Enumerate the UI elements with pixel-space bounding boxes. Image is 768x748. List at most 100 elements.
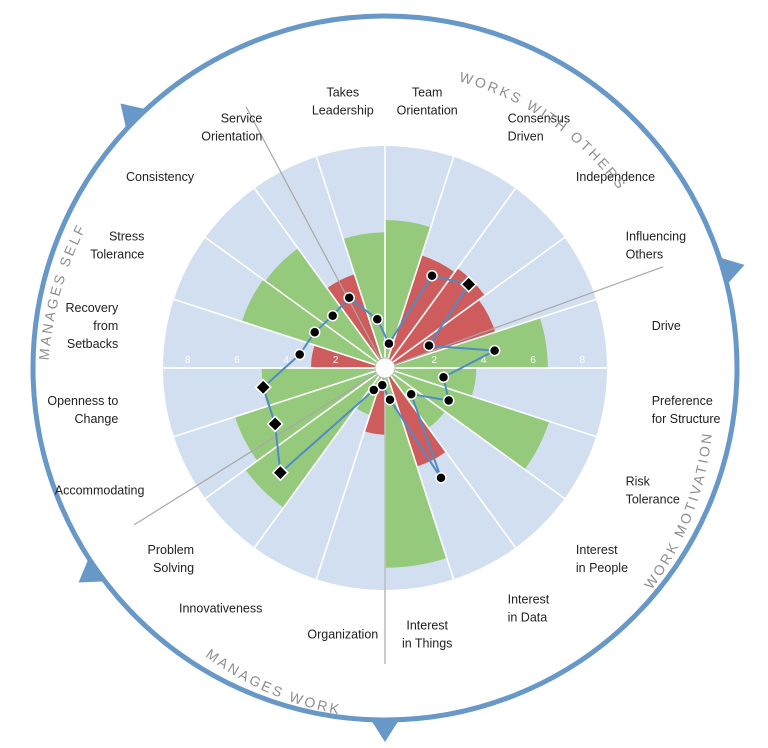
category-label-problem-solving: Problem Solving [148, 543, 195, 575]
point-marker [437, 371, 450, 384]
point-marker [293, 348, 306, 361]
category-label-line: Problem [148, 543, 195, 557]
center-hub [374, 357, 396, 379]
category-label-line: from [93, 319, 118, 333]
radial-tick-label: 2 [333, 355, 339, 366]
category-label-line: Consistency [126, 170, 195, 184]
diamond-marker [266, 415, 284, 433]
category-label-team-orientation: Team Orientation [397, 85, 458, 117]
radial-grid-line [173, 298, 386, 369]
radial-grid-line [384, 187, 517, 369]
category-label-line: Tolerance [626, 493, 680, 507]
radial-grid-line [384, 367, 597, 438]
category-label-influencing-others: Influencing Others [626, 229, 687, 261]
point-marker [423, 339, 435, 352]
category-label-consistency: Consistency [126, 170, 195, 184]
bar-stress-tolerance [241, 279, 385, 368]
bar-influencing-others [385, 299, 496, 368]
category-label-interest-in-things: Interest in Things [402, 619, 453, 651]
point-marker [426, 269, 438, 282]
bar-interest-in-data [385, 368, 446, 467]
category-label-line: Accommodating [55, 484, 145, 498]
separator-line-right [384, 266, 664, 369]
category-label-line: in Things [402, 637, 453, 651]
category-label-independence: Independence [576, 170, 655, 184]
point-marker [326, 309, 339, 322]
radial-grid-line [384, 367, 455, 580]
category-label-line: Risk [626, 475, 651, 489]
category-label-line: Consensus [508, 111, 571, 125]
category-label-line: Change [75, 412, 119, 426]
point-marker [405, 388, 417, 400]
point-marker [371, 313, 384, 326]
radial-tick-label: 4 [481, 355, 487, 366]
category-label-risk-tolerance: Risk Tolerance [626, 475, 680, 507]
category-label-preference-for-structure: Preference for Structure [652, 394, 721, 426]
category-label-accommodating: Accommodating [55, 484, 145, 498]
category-label-line: Service [221, 111, 263, 125]
point-marker [383, 337, 395, 350]
radial-grid-line [384, 367, 566, 500]
ring-arrow-right [719, 257, 745, 285]
category-label-line: Interest [406, 619, 448, 633]
radial-tick-label: 4 [284, 355, 290, 366]
bar-service-orientation [327, 274, 385, 368]
radial-tick-label: 8 [580, 355, 586, 366]
category-label-recovery-from-setbacks: Recovery from Setbacks [66, 301, 120, 351]
category-label-openness-to-change: Openness to Change [47, 394, 118, 426]
point-marker [368, 384, 380, 396]
category-label-line: Driven [508, 129, 544, 143]
category-label-service-orientation: Service Orientation [201, 111, 262, 143]
category-label-line: Team [412, 85, 443, 99]
category-label-line: Stress [109, 229, 144, 243]
category-label-line: Interest [576, 543, 618, 557]
category-label-innovativeness: Innovativeness [179, 602, 262, 616]
radial-grid-line [315, 367, 386, 580]
category-label-organization: Organization [307, 628, 378, 642]
diamond-marker [254, 378, 272, 396]
bar-consistency [265, 248, 385, 368]
ring-arrow-top-left [120, 103, 146, 129]
category-label-line: Preference [652, 394, 713, 408]
category-label-line: Independence [576, 170, 655, 184]
bar-consensus-driven [385, 255, 455, 368]
category-label-consensus-driven: Consensus Driven [508, 111, 571, 143]
radial-grid-line [315, 156, 386, 369]
category-label-line: Others [626, 247, 664, 261]
point-marker [488, 344, 501, 357]
category-label-line: for Structure [652, 412, 721, 426]
category-label-line: Solving [153, 561, 194, 575]
point-marker [435, 472, 447, 484]
radial-grid-line [384, 367, 517, 549]
bar-risk-tolerance [385, 368, 550, 470]
category-label-line: in Data [508, 611, 548, 625]
radial-grid-line [204, 367, 386, 500]
category-label-drive: Drive [652, 319, 681, 333]
radial-grid-line [384, 298, 597, 369]
radial-tick-label: 6 [530, 355, 536, 366]
category-label-line: Organization [307, 628, 378, 642]
radial-tick-label: 2 [432, 355, 438, 366]
diamond-marker [271, 464, 289, 482]
radial-tick-label: 6 [234, 355, 240, 366]
ring-arrow-lower-left [78, 558, 105, 583]
point-marker [376, 379, 389, 391]
bar-independence [385, 268, 485, 368]
point-marker [343, 291, 355, 304]
category-label-line: Innovativeness [179, 602, 262, 616]
point-marker [442, 394, 455, 407]
category-label-line: Openness to [47, 394, 118, 408]
category-label-line: Orientation [397, 103, 458, 117]
radial-grid-line [253, 187, 386, 369]
category-label-line: Orientation [201, 129, 262, 143]
category-label-interest-in-data: Interest in Data [508, 593, 550, 625]
category-label-interest-in-people: Interest in People [576, 543, 628, 575]
radial-grid-line [204, 236, 386, 369]
category-label-takes-leadership: Takes Leadership [312, 85, 374, 117]
separator-line-lower-left [133, 367, 386, 526]
category-label-line: Recovery [66, 301, 120, 315]
category-label-line: Tolerance [90, 247, 144, 261]
category-label-line: Takes [326, 85, 359, 99]
